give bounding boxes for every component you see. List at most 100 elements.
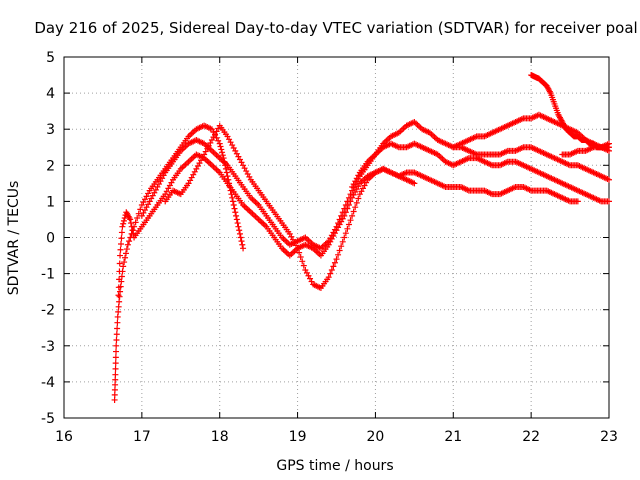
data-point xyxy=(126,238,133,245)
data-point xyxy=(229,194,236,201)
data-point xyxy=(113,331,120,338)
data-point xyxy=(117,246,124,253)
data-point xyxy=(606,176,612,183)
x-tick-label: 23 xyxy=(600,429,618,445)
y-tick-label: -3 xyxy=(41,339,55,355)
data-point xyxy=(111,391,118,398)
data-point xyxy=(338,243,345,250)
data-point xyxy=(342,202,349,209)
data-point xyxy=(338,212,345,219)
data-point xyxy=(300,262,307,269)
data-point xyxy=(236,227,243,234)
data-point xyxy=(116,260,123,267)
x-tick-label: 21 xyxy=(444,429,462,445)
data-point xyxy=(118,229,125,236)
data-point xyxy=(113,337,120,344)
data-point xyxy=(116,276,123,283)
data-point xyxy=(137,206,144,213)
data-point xyxy=(118,273,125,280)
data-point xyxy=(349,212,356,219)
data-point xyxy=(345,194,352,201)
y-tick-label: -4 xyxy=(41,375,55,391)
data-point xyxy=(606,198,612,205)
data-point xyxy=(299,258,306,265)
data-point xyxy=(231,205,238,212)
data-point xyxy=(117,288,124,295)
data-point xyxy=(111,386,118,393)
data-point xyxy=(112,354,119,361)
data-point xyxy=(122,254,129,261)
data-point xyxy=(333,223,340,230)
data-point xyxy=(325,274,332,281)
data-point xyxy=(335,220,342,227)
data-point xyxy=(219,152,226,159)
x-tick-label: 18 xyxy=(211,429,229,445)
data-point xyxy=(120,220,127,227)
data-point xyxy=(117,252,124,259)
data-point xyxy=(116,298,123,305)
data-point xyxy=(123,246,130,253)
data-point xyxy=(134,215,141,222)
data-point xyxy=(238,238,245,245)
data-point xyxy=(216,140,223,147)
series-track-d xyxy=(138,137,612,252)
data-point xyxy=(342,230,349,237)
chart-title: Day 216 of 2025, Sidereal Day-to-day VTE… xyxy=(34,19,637,37)
data-point xyxy=(344,225,351,232)
y-tick-label: -5 xyxy=(41,411,55,427)
data-point xyxy=(112,371,119,378)
y-tick-label: 2 xyxy=(46,158,55,174)
x-tick-label: 19 xyxy=(289,429,307,445)
data-point xyxy=(350,208,357,215)
data-point xyxy=(115,292,122,299)
data-point xyxy=(232,209,239,216)
series-track-h xyxy=(559,140,612,158)
data-point xyxy=(233,216,240,223)
data-point xyxy=(217,143,224,150)
data-point xyxy=(114,319,121,326)
y-tick-label: -2 xyxy=(41,303,55,319)
data-point xyxy=(335,251,342,258)
data-point xyxy=(336,216,343,223)
data-point xyxy=(129,227,136,234)
plot-frame xyxy=(63,56,610,419)
y-axis-label: SDTVAR / TECUs xyxy=(6,181,22,296)
data-point xyxy=(327,270,334,277)
data-point xyxy=(347,191,354,198)
data-point xyxy=(352,204,359,211)
data-point xyxy=(294,245,301,252)
data-point xyxy=(341,205,348,212)
data-point xyxy=(239,241,246,248)
data-point xyxy=(236,230,243,237)
data-point xyxy=(127,220,134,227)
data-point xyxy=(235,223,242,230)
data-point xyxy=(222,165,229,172)
data-point xyxy=(330,263,337,270)
data-points xyxy=(111,72,612,403)
data-point xyxy=(115,303,122,310)
data-point xyxy=(606,140,612,147)
data-point xyxy=(345,221,352,228)
data-point xyxy=(333,256,340,263)
x-tick-label: 17 xyxy=(133,429,151,445)
data-point xyxy=(132,219,139,226)
data-point xyxy=(112,376,119,383)
series-track-c xyxy=(162,122,581,292)
data-point xyxy=(234,220,241,227)
y-tick-label: 4 xyxy=(46,86,55,102)
data-point xyxy=(297,253,304,260)
data-point xyxy=(240,245,247,252)
series-track-g xyxy=(528,72,612,151)
data-point xyxy=(224,173,231,180)
data-point xyxy=(230,202,237,209)
data-point xyxy=(113,348,120,355)
data-point xyxy=(341,234,348,241)
data-point xyxy=(331,259,338,266)
data-point xyxy=(574,198,581,205)
data-point xyxy=(347,217,354,224)
y-tick-label: -1 xyxy=(41,267,55,283)
data-point xyxy=(122,250,129,257)
data-point xyxy=(229,198,236,205)
data-point xyxy=(124,241,131,248)
